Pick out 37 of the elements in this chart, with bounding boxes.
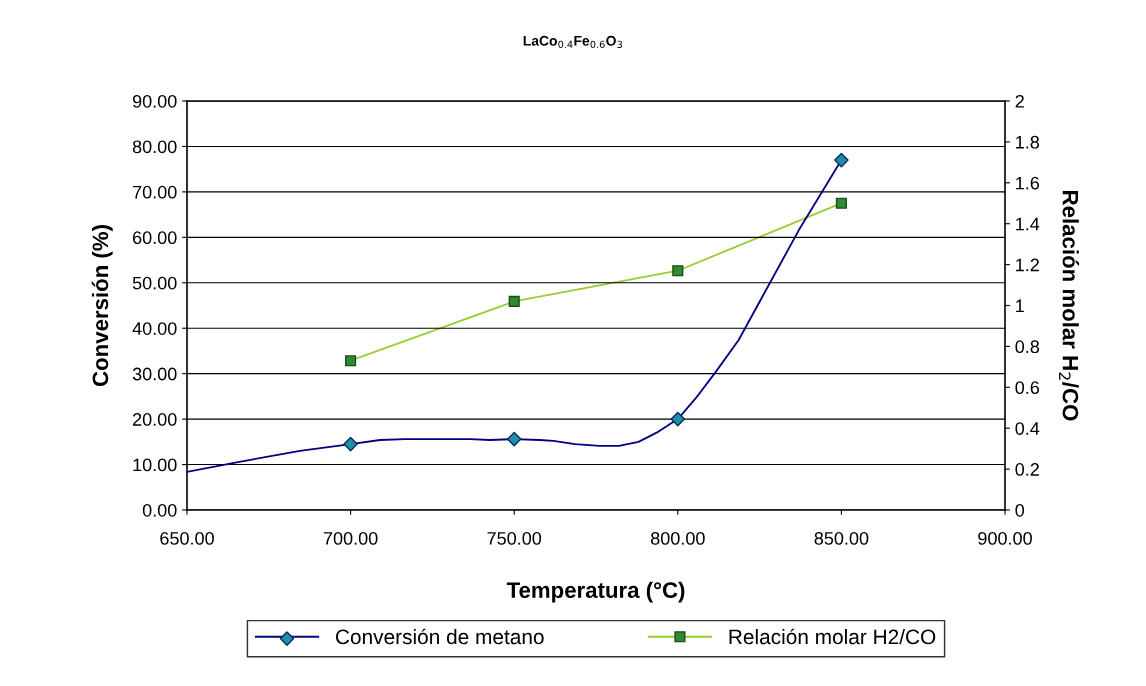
y2-tick-label: 1 [1016, 299, 1024, 313]
y2-tick-label: 2 [1015, 94, 1024, 108]
legend-label: Relación molar H2/CO [729, 628, 936, 645]
y-tick-label: 90.00 [132, 94, 177, 108]
y2-tick-label: 1.8 [1016, 135, 1040, 149]
y2-tick-label: 0.2 [1015, 463, 1039, 476]
y-tick-label: 70.00 [133, 185, 177, 199]
y2-tick-label: 1.2 [1016, 258, 1039, 272]
y-tick-label: 30.00 [132, 367, 177, 381]
x-tick-label: 700.00 [323, 532, 378, 545]
point [670, 411, 686, 427]
y-tick-label: 60.00 [133, 231, 177, 245]
y2-tick-label: 0.6 [1015, 381, 1040, 395]
y-tick-label: 50.00 [132, 276, 177, 290]
x-tick-label: 650.00 [160, 532, 214, 545]
y-tick-label: 20.00 [133, 413, 177, 426]
y2-tick-label: 0 [1015, 503, 1025, 517]
y2-axis-title: Relación molar H$_{2}$/CO [1059, 191, 1080, 421]
chart-title: LaCo$_{0.4}$Fe$_{0.6}$O$_{3}$ [523, 35, 623, 48]
point [343, 436, 358, 452]
y2-tick-label: 1.4 [1016, 217, 1040, 231]
legend-label: Conversión de metano [335, 628, 544, 645]
y-tick-label: 40.00 [132, 322, 177, 335]
y-tick-label: 80.00 [132, 140, 177, 154]
x-tick-label: 750.00 [487, 532, 542, 545]
y2-tick-label: 0.8 [1015, 340, 1040, 354]
y2-tick-label: 0.4 [1015, 422, 1040, 435]
y-tick-label: 10.00 [133, 458, 177, 472]
x-tick-label: 800.00 [650, 532, 705, 545]
x-axis-title: Temperatura (°C) [506, 581, 685, 603]
point [834, 152, 849, 168]
point [506, 431, 522, 447]
y-tick-label: 0.00 [142, 503, 177, 517]
y-axis-title: Conversión (%) [91, 225, 113, 387]
x-tick-label: 850.00 [814, 532, 869, 545]
y2-tick-label: 1.6 [1016, 176, 1040, 190]
x-tick-label: 900.00 [978, 532, 1032, 545]
